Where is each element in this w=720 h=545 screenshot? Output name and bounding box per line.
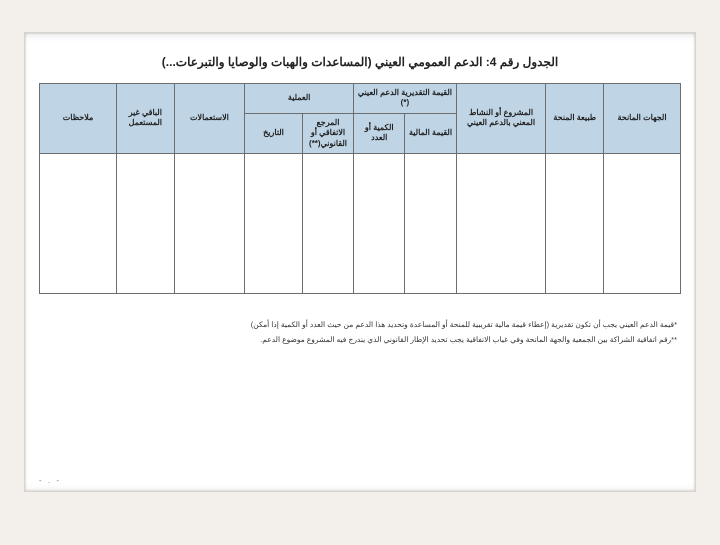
footnotes: *قيمة الدعم العيني يجب أن تكون تقديرية (…: [39, 320, 681, 344]
col-qty: الكمية أو العدد: [354, 113, 405, 153]
cell-ref: [302, 153, 353, 293]
footnote-2: **رقم اتفاقية الشراكة بين الجمعية والجهة…: [39, 335, 677, 344]
cell-project: [456, 153, 546, 293]
document-page: الجدول رقم 4: الدعم العمومي العيني (المس…: [24, 32, 696, 492]
page-number: - . -: [39, 476, 61, 485]
col-uses: الاستعمالات: [174, 84, 245, 154]
footnote-1: *قيمة الدعم العيني يجب أن تكون تقديرية (…: [39, 320, 677, 329]
col-ref: المرجع الاتفاقي أو القانوني(**): [302, 113, 353, 153]
cell-nature: [546, 153, 604, 293]
col-nature: طبيعة المنحة: [546, 84, 604, 154]
col-notes: ملاحظات: [40, 84, 117, 154]
col-date: التاريخ: [245, 113, 303, 153]
col-est-group: القيمة التقديرية الدعم العيني (*): [354, 84, 457, 114]
col-donor: الجهات المانحة: [604, 84, 681, 154]
support-table: الجهات المانحة طبيعة المنحة المشروع أو ا…: [39, 83, 681, 294]
table-row: [40, 153, 681, 293]
cell-date: [245, 153, 303, 293]
col-project: المشروع أو النشاط المعني بالدعم العيني: [456, 84, 546, 154]
col-fin-value: القيمة المالية: [405, 113, 456, 153]
cell-donor: [604, 153, 681, 293]
cell-notes: [40, 153, 117, 293]
cell-fin-value: [405, 153, 456, 293]
table-title: الجدول رقم 4: الدعم العمومي العيني (المس…: [39, 55, 681, 69]
col-remaining: الباقي غير المستعمل: [117, 84, 175, 154]
col-op-group: العملية: [245, 84, 354, 114]
cell-remaining: [117, 153, 175, 293]
cell-uses: [174, 153, 245, 293]
cell-qty: [354, 153, 405, 293]
